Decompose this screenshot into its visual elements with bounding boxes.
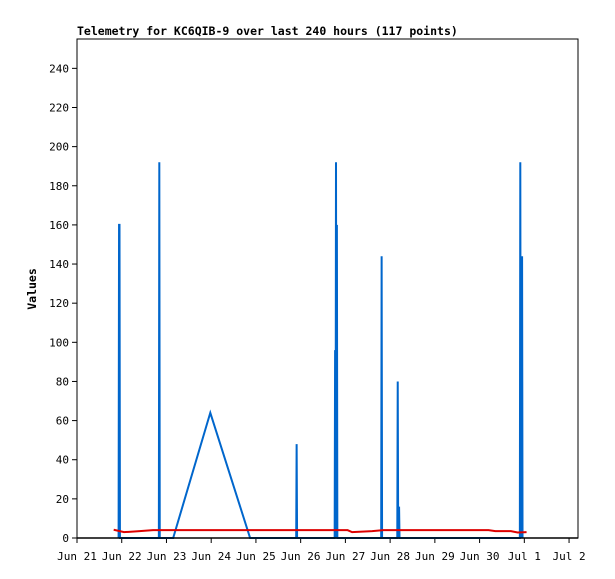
y-tick-label: 120 [49,297,69,310]
x-tick-label: Jun 26 [281,550,321,563]
y-tick-label: 60 [56,415,69,428]
y-tick-label: 140 [49,258,69,271]
y-axis-label: Values [25,268,39,310]
y-tick-label: 160 [49,219,69,232]
x-tick-label: Jun 22 [102,550,142,563]
y-axis: 0 20 40 60 80 100 120 140 160 180 200 220 240 [49,62,77,545]
x-tick-label: Jun 25 [236,550,276,563]
chart-title: Telemetry for KC6QIB-9 over last 240 hou… [77,24,458,38]
y-tick-label: 100 [49,336,69,349]
x-tick-label: Jul 1 [508,550,541,563]
x-tick-label: Jun 23 [147,550,187,563]
plot-frame [76,38,579,539]
y-tick-label: 80 [56,375,69,388]
x-tick-label: Jun 29 [415,550,455,563]
series-layer [113,162,527,539]
y-tick-label: 180 [49,180,69,193]
x-axis: Jun 21 Jun 22 Jun 23 Jun 24 Jun 25 Jun 26 Jun … [57,538,586,563]
x-tick-label: Jun 27 [326,550,366,563]
y-tick-label: 240 [49,62,69,75]
y-tick-label: 40 [56,454,69,467]
x-tick-label: Jul 2 [552,550,585,563]
x-tick-label: Jun 30 [460,550,500,563]
series-line-1 [117,162,524,539]
y-tick-label: 20 [56,493,69,506]
x-tick-label: Jun 24 [191,550,231,563]
x-tick-label: Jun 21 [57,550,97,563]
y-tick-label: 200 [49,141,69,154]
series-line-2 [113,528,527,534]
y-tick-label: 0 [62,532,69,545]
x-tick-label: Jun 28 [370,550,410,563]
y-tick-label: 220 [49,101,69,114]
